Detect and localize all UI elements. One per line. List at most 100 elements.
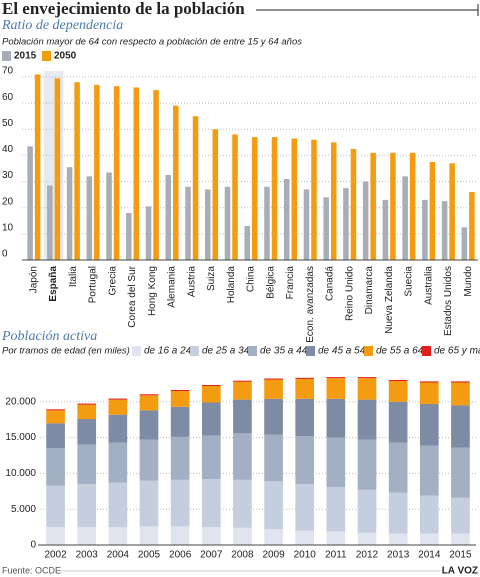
bar-segment [77,404,97,419]
bar [350,148,357,260]
x-tick-label: 2013 [387,550,410,561]
bar-segment [326,398,346,438]
x-tick-label: Suecia [404,266,415,297]
x-tick-label: 2015 [449,550,472,561]
bar [232,134,238,260]
bar-segment [46,527,65,545]
bar-segment [326,531,346,545]
legend-label: 2050 [54,51,77,62]
chart-subtitle: Por tramos de edad (en miles) [2,346,130,357]
x-tick-label: 2007 [200,550,223,561]
bar [204,189,211,260]
bar-segment [46,485,65,528]
x-tick-label: Nueva Zelanda [384,266,395,334]
bar-segment [233,380,252,382]
y-tick-label: 20 [2,196,14,207]
y-tick-label: 30 [2,170,14,181]
bar [74,82,80,260]
x-tick-label: Reino Unido [344,266,355,321]
x-tick-label: Econ. avanzadas [305,266,316,343]
bar [323,197,329,260]
bar-segment [295,377,315,379]
bar [86,176,93,260]
bar-segment [388,379,408,382]
y-tick-label: 60 [2,92,14,103]
bar-segment [46,409,65,411]
x-tick-label: Alemania [167,266,178,308]
x-tick-label: España [48,266,59,302]
bar-segment [357,439,377,490]
legend-swatch [422,346,431,356]
bar [244,226,250,260]
bar-segment [419,533,439,545]
bar-segment [264,481,283,530]
bar-segment [326,437,346,488]
bar-segment [46,410,65,424]
x-tick-label: Japón [29,266,40,293]
x-tick-label: Dinamarca [364,266,375,315]
bar-segment [170,479,190,527]
legend-swatch [306,346,315,356]
bar-segment [201,527,221,545]
bar-segment [388,401,408,443]
bar-segment [170,389,190,392]
bar-segment [77,418,97,445]
bar [291,138,298,260]
bar [252,137,258,260]
legend-swatch [42,51,51,61]
bar [34,74,41,260]
chart-title: Población activa [1,329,97,344]
bar [429,161,436,260]
bar-segment [326,377,346,379]
bar-segment [295,530,315,545]
bar-segment [295,436,315,485]
bar [165,175,172,260]
x-tick-label: Hong Kong [147,266,158,316]
bar-segment [201,479,221,528]
bar [153,90,159,260]
bar [449,163,455,260]
bar-segment [233,399,252,434]
bar [66,167,73,260]
bar-segment [108,398,128,400]
x-tick-label: Portugal [88,266,99,303]
bar-segment [108,414,128,443]
bar-segment [451,381,470,383]
bar-segment [388,381,408,402]
bar [461,227,468,260]
legend-swatch [132,346,141,356]
bar [185,186,191,260]
bar [409,152,416,260]
x-tick-label: 2008 [231,550,254,561]
bar-segment [451,533,470,545]
bar-segment [139,410,159,440]
bar-segment [46,423,65,449]
bar-segment [451,405,470,448]
bar-segment [419,445,439,496]
bar [362,181,369,260]
bar-segment [419,403,439,446]
bar-segment [108,442,128,483]
bar [54,78,61,260]
bar [469,192,475,260]
bar [126,212,132,260]
bar-segment [77,484,97,528]
bar [343,188,349,260]
bar-segment [419,381,439,383]
bar-segment [326,487,346,532]
bar-segment [419,382,439,404]
bar-segment [170,526,190,545]
bar-segment [201,435,221,480]
x-tick-label: 2002 [44,550,67,561]
bar-segment [233,381,252,400]
x-tick-label: Italia [68,266,79,288]
bar-segment [451,382,470,406]
y-tick-label: 5.000 [11,504,36,515]
bar-segment [357,489,377,533]
page-title: El envejecimiento de la población [2,0,245,18]
x-tick-label: Corea del Sur [127,265,138,327]
bar-segment [77,527,97,545]
bar-segment [357,377,377,379]
bar [264,186,270,260]
